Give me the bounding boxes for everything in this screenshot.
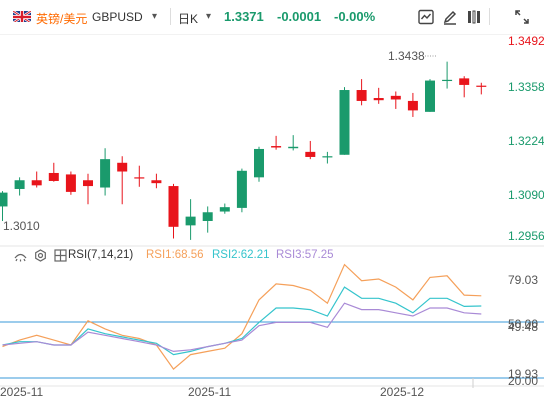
candle-body xyxy=(14,180,25,189)
price-axis-top-label: 1.3492 xyxy=(508,34,544,48)
candle-body xyxy=(168,186,179,227)
candle-body xyxy=(219,207,230,212)
candle-body xyxy=(100,159,111,188)
rsi-line-rsi3 xyxy=(2,302,482,353)
candle-body xyxy=(236,170,247,208)
candle-body xyxy=(459,78,470,85)
price-axis-tick: 1.3224 xyxy=(508,134,544,148)
rsi1-value: RSI1:68.56 xyxy=(146,249,204,261)
x-axis-label: 2025-12 xyxy=(380,385,424,399)
min-price-label: 1.3010 xyxy=(3,219,40,233)
x-axis-label: 2025-11 xyxy=(188,385,231,399)
rsi-axis-tick: 79.03 xyxy=(508,273,538,287)
indicator-icon[interactable] xyxy=(466,9,482,25)
chevron-down-icon[interactable]: ▾ xyxy=(152,11,158,22)
candle-body xyxy=(476,85,487,87)
candle-body xyxy=(65,174,76,192)
candle-body xyxy=(322,156,333,158)
divider xyxy=(489,8,490,25)
rsi-axis-tick: 19.93 xyxy=(508,367,538,381)
candle-body xyxy=(425,80,435,112)
draw-icon[interactable] xyxy=(442,9,458,25)
indicator-icon[interactable] xyxy=(54,249,67,265)
price-axis-tick: 1.3358 xyxy=(508,80,544,94)
candle-body xyxy=(339,90,350,155)
candle-body xyxy=(356,90,367,101)
chevron-down-icon[interactable]: ▾ xyxy=(206,11,212,22)
candle-body xyxy=(442,79,453,82)
candle-body xyxy=(48,172,59,181)
symbol-selector[interactable]: GBPUSD xyxy=(92,10,143,24)
pair-name: 英镑/美元 xyxy=(36,12,88,26)
rsi2-value: RSI2:62.21 xyxy=(212,249,270,261)
candle-body xyxy=(151,180,162,184)
candlestick-series xyxy=(0,61,487,240)
candle-body xyxy=(254,148,264,178)
rsi-line-rsi2 xyxy=(2,286,482,356)
candle-body xyxy=(288,146,299,149)
rsi-series xyxy=(2,263,482,370)
candle-body xyxy=(117,162,128,172)
candle-body xyxy=(407,100,418,111)
candle-body xyxy=(83,180,93,187)
rsi-header: RSI(7,14,21) RSI1:68.56 RSI2:62.21 RSI3:… xyxy=(0,249,544,265)
line-chart-icon[interactable] xyxy=(418,9,434,25)
eye-icon[interactable] xyxy=(14,249,27,265)
divider xyxy=(170,8,171,25)
candle-body xyxy=(390,95,401,100)
price-axis-tick: 1.2956 xyxy=(508,229,544,243)
price-axis-tick: 1.3090 xyxy=(508,188,544,202)
price-change: -0.0001 xyxy=(277,9,322,24)
candle-body xyxy=(134,177,145,179)
uk-flag-icon xyxy=(13,10,31,22)
chart-header: 英镑/美元 GBPUSD ▾ 日K ▾ 1.3371 -0.0001 -0.00… xyxy=(0,0,544,34)
candle-body xyxy=(271,146,282,148)
candle-body xyxy=(0,192,8,207)
period-selector[interactable]: 日K xyxy=(178,12,199,26)
x-axis-label: 2025-11 xyxy=(0,385,43,399)
candle-body xyxy=(373,98,384,101)
rsi-axis-tick: 50.00 xyxy=(508,317,538,331)
candle-body xyxy=(31,180,42,186)
candle-body xyxy=(305,151,316,157)
chart-canvas[interactable]: 1.3492 1.3358 1.3224 1.3090 1.2956 1.343… xyxy=(0,34,544,403)
candle-body xyxy=(185,216,196,226)
max-price-label: 1.3438 xyxy=(388,49,425,63)
settings-icon[interactable] xyxy=(34,249,47,265)
rsi-axis-tick: 20.00 xyxy=(508,374,538,388)
candle-body xyxy=(202,212,213,221)
rsi-line-rsi1 xyxy=(2,263,482,370)
fullscreen-icon[interactable] xyxy=(514,9,530,25)
rsi3-value: RSI3:57.25 xyxy=(276,249,334,261)
rsi-title: RSI(7,14,21) xyxy=(68,249,134,261)
price-change-pct: -0.00% xyxy=(334,9,376,24)
rsi-axis-tick: 49.48 xyxy=(508,320,538,334)
last-price: 1.3371 xyxy=(224,9,264,24)
